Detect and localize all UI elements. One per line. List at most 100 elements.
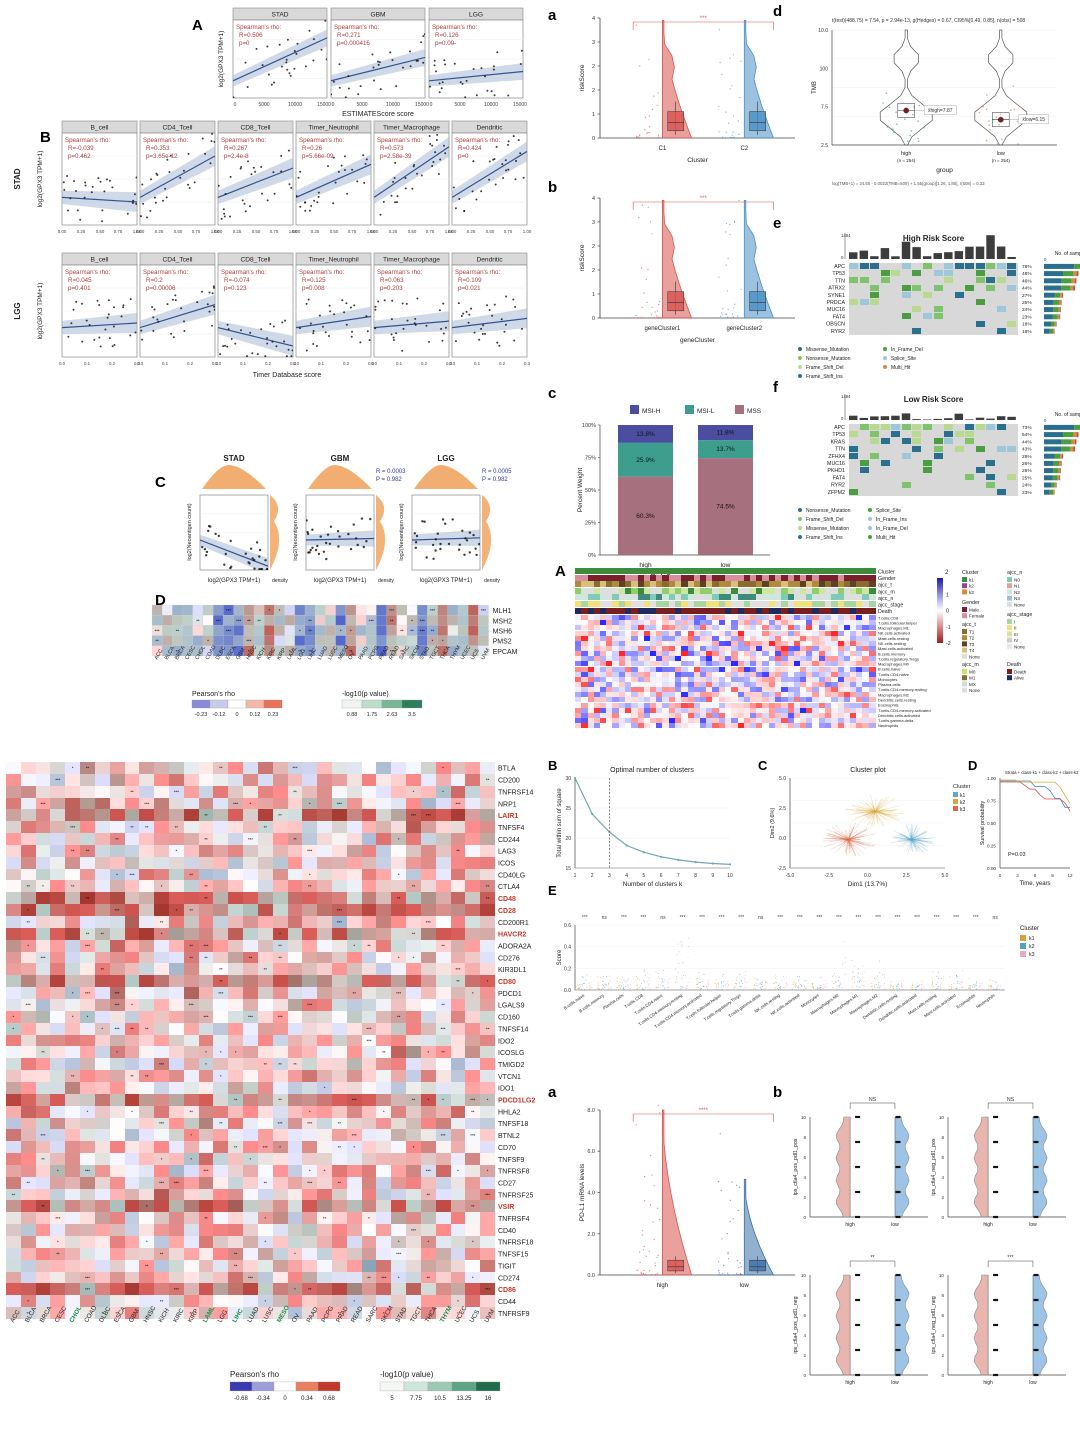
svg-text:APC: APC	[834, 264, 845, 270]
svg-text:0.34: 0.34	[301, 1396, 313, 1402]
svg-text:B_cell: B_cell	[91, 257, 109, 264]
svg-text:**: **	[196, 618, 200, 623]
svg-text:PMS2: PMS2	[493, 639, 512, 646]
svg-text:R=0.045: R=0.045	[68, 277, 92, 284]
svg-text:TNFRSF4: TNFRSF4	[498, 1216, 530, 1223]
svg-text:IDO1: IDO1	[498, 1086, 514, 1093]
svg-text:MSS: MSS	[747, 408, 762, 415]
svg-text:10.5: 10.5	[434, 1396, 446, 1402]
svg-text:***: ***	[411, 813, 416, 818]
svg-text:CD200R1: CD200R1	[498, 920, 529, 927]
svg-text:7.75: 7.75	[410, 1396, 422, 1402]
svg-text:**: **	[367, 1275, 371, 1280]
svg-text:**: **	[308, 884, 312, 889]
svg-text:0.1: 0.1	[240, 361, 247, 366]
svg-text:CD8_Tcell: CD8_Tcell	[240, 125, 271, 132]
svg-text:***: ***	[115, 1026, 120, 1031]
svg-text:TNFSF4: TNFSF4	[498, 825, 525, 832]
svg-text:**: **	[382, 1050, 386, 1055]
svg-text:**: **	[397, 896, 401, 901]
svg-text:***: ***	[159, 1062, 164, 1067]
svg-text:18%: 18%	[1022, 329, 1032, 335]
svg-text:C1: C1	[659, 146, 667, 152]
svg-text:***: ***	[203, 944, 208, 949]
svg-text:0.25: 0.25	[311, 229, 320, 234]
svg-text:Spearman's rho:: Spearman's rho:	[221, 269, 266, 276]
svg-text:Spearman's rho:: Spearman's rho:	[236, 24, 281, 31]
svg-text:10.0: 10.0	[818, 28, 828, 34]
svg-text:geneCluster1: geneCluster1	[645, 326, 681, 332]
svg-text:low: low	[721, 562, 731, 569]
svg-text:2.5: 2.5	[821, 143, 828, 149]
svg-text:PRDCA: PRDCA	[826, 300, 845, 306]
svg-text:0.2: 0.2	[187, 361, 194, 366]
svg-text:10000: 10000	[288, 102, 302, 108]
svg-text:74.5%: 74.5%	[716, 504, 735, 511]
svg-text:0.0: 0.0	[371, 361, 378, 366]
svg-text:ajcc_n: ajcc_n	[878, 596, 893, 602]
svg-text:STAD: STAD	[271, 12, 288, 19]
svg-text:**: **	[234, 1263, 238, 1268]
svg-text:***: ***	[85, 991, 90, 996]
svg-text:M1: M1	[969, 676, 976, 681]
svg-text:***: ***	[233, 801, 238, 806]
svg-text:CD244: CD244	[498, 837, 520, 844]
svg-text:p=2.4e-8: p=2.4e-8	[224, 153, 249, 160]
svg-text:R=0.125: R=0.125	[302, 277, 326, 284]
svg-text:group: group	[936, 167, 953, 174]
svg-text:high: high	[639, 562, 652, 569]
svg-text:log2(GPX3 TPM+1): log2(GPX3 TPM+1)	[37, 151, 44, 208]
svg-text:In_Frame_Del: In_Frame_Del	[876, 526, 908, 532]
svg-text:5000: 5000	[454, 102, 465, 108]
svg-text:R = 0.0003: R = 0.0003	[376, 469, 406, 475]
svg-text:**: **	[412, 932, 416, 937]
svg-text:CD200: CD200	[498, 778, 520, 785]
svg-text:VSIR: VSIR	[498, 1204, 514, 1211]
svg-text:p=0: p=0	[458, 153, 469, 160]
svg-text:***: ***	[337, 801, 342, 806]
svg-text:**: **	[101, 967, 105, 972]
svg-text:CD4_Tcell: CD4_Tcell	[162, 125, 193, 132]
svg-text:LGG: LGG	[13, 302, 22, 319]
svg-text:ajcc_m: ajcc_m	[878, 589, 895, 595]
svg-text:log(TMB+1) = 24.55 - 0.0022(TM: log(TMB+1) = 24.55 - 0.0022(TMB=509) + 1…	[832, 181, 985, 186]
svg-text:C2: C2	[740, 146, 748, 152]
svg-text:***: ***	[218, 991, 223, 996]
svg-text:-2: -2	[946, 641, 951, 647]
svg-text:0.50: 0.50	[330, 229, 339, 234]
svg-text:0: 0	[430, 102, 433, 108]
svg-text:**: **	[257, 618, 261, 623]
svg-text:CD28: CD28	[498, 908, 516, 915]
svg-text:0.1: 0.1	[396, 361, 403, 366]
svg-text:13.7%: 13.7%	[716, 446, 735, 453]
svg-text:0.00: 0.00	[292, 229, 301, 234]
svg-text:R=0.424: R=0.424	[458, 145, 482, 152]
svg-text:APC: APC	[834, 425, 845, 431]
svg-text:CD8_Tcell: CD8_Tcell	[240, 257, 271, 264]
svg-text:1.00: 1.00	[523, 229, 532, 234]
svg-text:LAIR1: LAIR1	[498, 813, 518, 820]
svg-text:***: ***	[115, 991, 120, 996]
svg-text:**: **	[86, 766, 90, 771]
svg-text:density: density	[484, 578, 500, 584]
svg-text:0.75: 0.75	[192, 229, 201, 234]
svg-text:**: **	[338, 1145, 342, 1150]
svg-text:Pearson's rho: Pearson's rho	[192, 691, 235, 698]
svg-text:**: **	[71, 1074, 75, 1079]
svg-text:**: **	[427, 1192, 431, 1197]
svg-text:CD40: CD40	[498, 1228, 516, 1235]
svg-text:**: **	[308, 1287, 312, 1292]
svg-text:3.5: 3.5	[408, 712, 416, 718]
svg-text:CD86: CD86	[498, 1287, 516, 1294]
svg-text:MSI-L: MSI-L	[697, 408, 715, 415]
svg-text:low: low	[997, 151, 1005, 157]
svg-text:***: ***	[337, 908, 342, 913]
svg-text:Spearman's rho:: Spearman's rho:	[455, 137, 500, 144]
svg-text:**: **	[441, 1050, 445, 1055]
svg-text:***: ***	[307, 1121, 312, 1126]
svg-text:0.75: 0.75	[114, 229, 123, 234]
svg-text:**: **	[338, 1181, 342, 1186]
svg-text:**: **	[264, 1181, 268, 1186]
svg-text:**: **	[308, 629, 312, 634]
svg-text:EPCAM: EPCAM	[493, 649, 518, 656]
